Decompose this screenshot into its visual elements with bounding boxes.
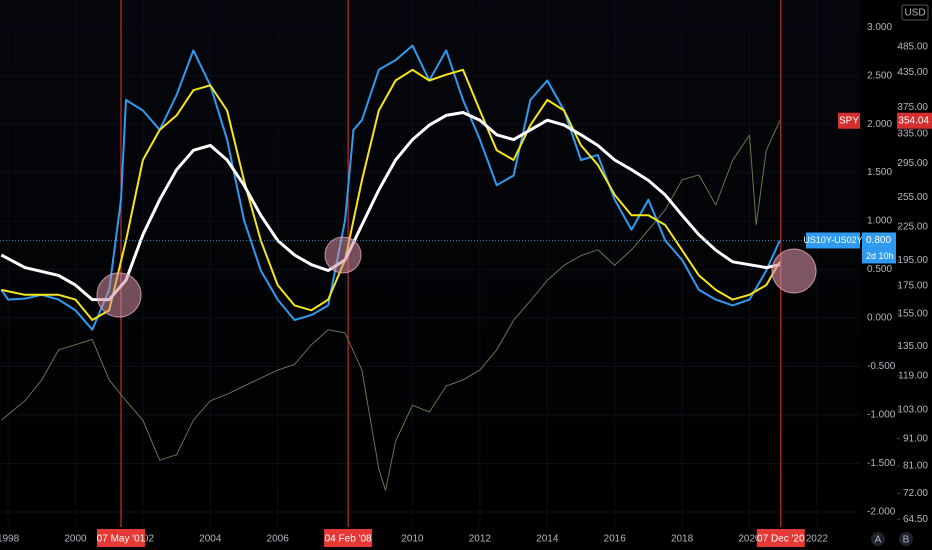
y2-tick-label: 175.00 [897, 280, 928, 291]
y2-tick-label: 435.00 [897, 67, 928, 78]
y2-tick-label: 335.00 [897, 128, 928, 139]
x-tick-label: 2014 [536, 534, 559, 545]
y2-tick-label: 295.00 [897, 158, 928, 169]
y2-tick-label: 81.00 [903, 461, 928, 472]
y-tick-label: 0.500 [867, 264, 892, 275]
y2-tick-label: 375.00 [897, 102, 928, 113]
countdown: 2d 10h [866, 251, 894, 261]
last-value-tag [862, 232, 896, 249]
scale-button[interactable] [871, 532, 885, 546]
y2-tick-label: 155.00 [897, 309, 928, 320]
highlights [96, 236, 817, 318]
x-tick-label: 2012 [469, 534, 492, 545]
y-tick-label: 1.500 [867, 167, 892, 178]
series-line [1, 68, 781, 321]
y2-tick-label: 225.00 [897, 221, 928, 232]
scale-button-label[interactable]: B [903, 535, 910, 546]
scale-button-label[interactable]: A [875, 535, 882, 546]
x-tick-label: 2006 [267, 534, 290, 545]
event-label-box [324, 529, 373, 547]
y-tick-label: 1.000 [867, 216, 892, 227]
event-label: 07 Dec '20 [757, 534, 805, 545]
last-value: 354.04 [898, 115, 929, 126]
x-tick-label: 2020 [738, 534, 761, 545]
event-label: 07 May '01 [97, 534, 146, 545]
y2-tick-label: 135.00 [897, 341, 928, 352]
series-name-tag [806, 232, 860, 249]
y2-tick-label: 255.00 [897, 192, 928, 203]
currency-box [901, 4, 929, 21]
event-label-box [756, 529, 805, 547]
series-name: SPY [839, 115, 859, 126]
series-line [0, 111, 781, 302]
series-line [0, 120, 781, 491]
x-tick-label: 2004 [199, 534, 222, 545]
y-tick-label: -1.000 [867, 410, 896, 421]
plot [0, 0, 860, 527]
event-label-box [96, 529, 145, 547]
series-line [0, 44, 781, 331]
x-tick-label: 1998 [0, 534, 20, 545]
series-name-tag [838, 112, 860, 129]
y-tick-label: 2.000 [867, 119, 892, 130]
y-tick-label: 2.500 [867, 70, 892, 81]
y-tick-label: 0.000 [867, 313, 892, 324]
x-tick-label: 2010 [401, 534, 424, 545]
y2-tick-label: 485.00 [897, 42, 928, 53]
y2-tick-label: 119.00 [898, 371, 928, 382]
y2-tick-label: 195.00 [897, 255, 928, 266]
last-value-tag [897, 112, 932, 129]
countdown-tag [862, 248, 896, 264]
labels: 1998200020022004200620082010201220142016… [0, 22, 932, 547]
highlight-circle [96, 272, 142, 318]
y-tick-label: -1.500 [867, 458, 896, 469]
x-tick-label: 2016 [604, 534, 627, 545]
x-tick-label: 2000 [64, 534, 87, 545]
highlight-circle [771, 248, 817, 294]
y2-tick-label: 72.00 [903, 488, 928, 499]
y2-tick-label: 103.00 [897, 404, 928, 415]
y-tick-label: -2.000 [867, 507, 896, 518]
scale-button[interactable] [899, 532, 913, 546]
currency: USD [904, 8, 925, 19]
last-value: 0.800 [866, 235, 891, 246]
series-name: US10Y-US02Y [803, 235, 862, 245]
x-tick-label: 2022 [806, 534, 829, 545]
y-tick-label: -0.500 [867, 361, 896, 372]
event-label: 04 Feb '08 [325, 534, 372, 545]
highlight-circle [324, 236, 362, 274]
y-tick-label: 3.000 [867, 22, 892, 33]
y2-tick-label: 64.50 [903, 514, 928, 525]
y2-tick-label: 91.00 [903, 433, 928, 444]
x-tick-label: 2018 [671, 534, 694, 545]
